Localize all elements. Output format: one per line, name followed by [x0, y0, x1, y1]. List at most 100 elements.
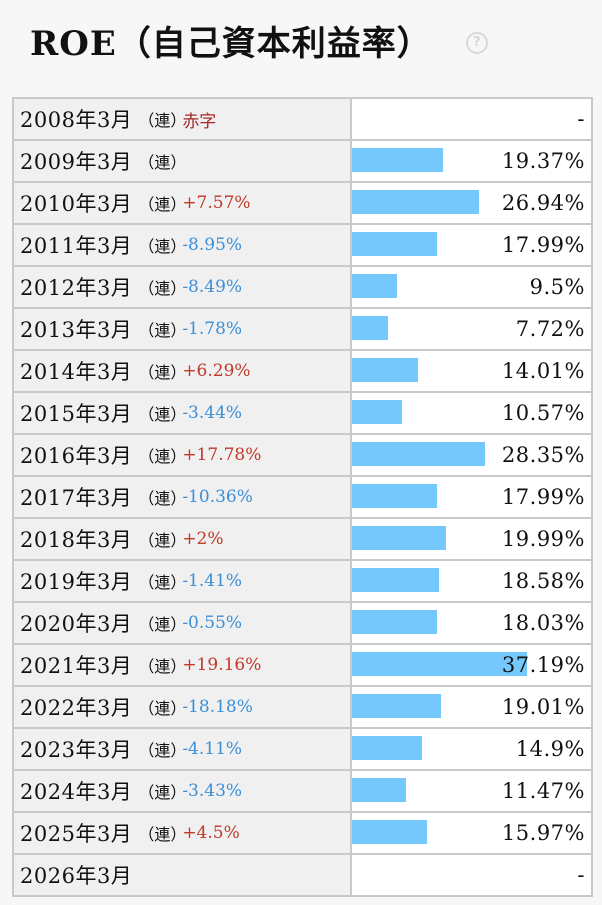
period-label-cell: 2014年3月 （連） +6.29% — [14, 351, 352, 391]
question-circle-icon[interactable]: ? — [465, 32, 488, 54]
change-label: -1.78% — [182, 319, 243, 339]
roe-value: 14.9% — [515, 737, 585, 761]
consolidated-label: （連） — [138, 657, 187, 676]
period-label: 2024年3月 — [20, 780, 133, 804]
roe-value: 7.72% — [515, 317, 585, 341]
period-label: 2026年3月 — [20, 864, 133, 888]
consolidated-label: （連） — [138, 573, 187, 592]
period-label-cell: 2019年3月 （連） -1.41% — [14, 561, 352, 601]
value-cell: 19.01% — [352, 687, 591, 727]
period-label-cell: 2026年3月 — [14, 855, 352, 895]
change-label: -4.11% — [182, 739, 243, 759]
roe-bar — [352, 736, 423, 760]
roe-bar — [352, 526, 447, 550]
period-label: 2009年3月 — [20, 150, 133, 174]
roe-value: 19.37% — [501, 149, 585, 173]
change-label: -3.44% — [182, 403, 243, 423]
roe-value: 10.57% — [501, 401, 585, 425]
roe-value: - — [577, 863, 585, 887]
change-label: +6.29% — [182, 361, 251, 381]
period-label: 2021年3月 — [20, 654, 133, 678]
roe-value: 15.97% — [501, 821, 585, 845]
table-row: 2021年3月 （連） +19.16% 37.19% — [14, 645, 591, 687]
change-label: +7.57% — [182, 193, 251, 213]
roe-value: 9.5% — [529, 275, 585, 299]
change-label: +4.5% — [182, 823, 240, 843]
roe-value: 17.99% — [501, 485, 585, 509]
roe-bar — [352, 190, 479, 214]
period-label-cell: 2022年3月 （連） -18.18% — [14, 687, 352, 727]
roe-value: 26.94% — [501, 191, 585, 215]
roe-value: 28.35% — [501, 443, 585, 467]
roe-bar — [352, 778, 406, 802]
value-cell: 18.03% — [352, 603, 591, 643]
consolidated-label: （連） — [138, 489, 187, 508]
period-label: 2019年3月 — [20, 570, 133, 594]
period-label-cell: 2017年3月 （連） -10.36% — [14, 477, 352, 517]
roe-bar — [352, 568, 440, 592]
value-cell: - — [352, 99, 591, 139]
roe-bar — [352, 148, 444, 172]
period-label-cell: 2020年3月 （連） -0.55% — [14, 603, 352, 643]
table-row: 2008年3月 （連） 赤字 - — [14, 99, 591, 141]
change-label: -0.55% — [182, 613, 243, 633]
roe-bar — [352, 694, 442, 718]
consolidated-label: （連） — [138, 111, 187, 130]
roe-value: 37.19% — [501, 653, 585, 677]
table-row: 2022年3月 （連） -18.18% 19.01% — [14, 687, 591, 729]
table-row: 2018年3月 （連） +2% 19.99% — [14, 519, 591, 561]
period-label: 2022年3月 — [20, 696, 133, 720]
period-label: 2012年3月 — [20, 276, 133, 300]
roe-value: 19.99% — [501, 527, 585, 551]
consolidated-label: （連） — [138, 279, 187, 298]
period-label: 2008年3月 — [20, 108, 133, 132]
consolidated-label: （連） — [138, 699, 187, 718]
table-row: 2009年3月 （連） 19.37% — [14, 141, 591, 183]
roe-value: 17.99% — [501, 233, 585, 257]
change-label: -8.49% — [182, 277, 243, 297]
table-row: 2019年3月 （連） -1.41% 18.58% — [14, 561, 591, 603]
table-row: 2024年3月 （連） -3.43% 11.47% — [14, 771, 591, 813]
value-cell: 17.99% — [352, 225, 591, 265]
roe-bar — [352, 316, 389, 340]
roe-bar — [352, 820, 428, 844]
consolidated-label: （連） — [138, 531, 187, 550]
change-label: -18.18% — [182, 697, 253, 717]
consolidated-label: （連） — [138, 363, 187, 382]
period-label-cell: 2008年3月 （連） 赤字 — [14, 99, 352, 139]
value-cell: 11.47% — [352, 771, 591, 811]
period-label: 2025年3月 — [20, 822, 133, 846]
change-label: -8.95% — [182, 235, 243, 255]
period-label: 2013年3月 — [20, 318, 133, 342]
roe-bar — [352, 274, 397, 298]
value-cell: 15.97% — [352, 813, 591, 853]
change-label: 赤字 — [182, 111, 217, 132]
consolidated-label: （連） — [138, 741, 187, 760]
table-row: 2020年3月 （連） -0.55% 18.03% — [14, 603, 591, 645]
value-cell: 28.35% — [352, 435, 591, 475]
table-row: 2010年3月 （連） +7.57% 26.94% — [14, 183, 591, 225]
roe-bar — [352, 610, 437, 634]
value-cell: 37.19% — [352, 645, 591, 685]
table-row: 2013年3月 （連） -1.78% 7.72% — [14, 309, 591, 351]
period-label-cell: 2011年3月 （連） -8.95% — [14, 225, 352, 265]
change-label: -10.36% — [182, 487, 253, 507]
change-label: +19.16% — [182, 655, 262, 675]
table-row: 2016年3月 （連） +17.78% 28.35% — [14, 435, 591, 477]
title-row: ROE（自己資本利益率） ? — [30, 10, 488, 70]
page-title: ROE（自己資本利益率） — [30, 23, 432, 64]
value-cell: 19.37% — [352, 141, 591, 181]
roe-bar — [352, 484, 437, 508]
value-cell: 19.99% — [352, 519, 591, 559]
change-label: +17.78% — [182, 445, 262, 465]
roe-value: - — [577, 107, 585, 131]
period-label: 2011年3月 — [20, 234, 133, 258]
value-cell: 14.9% — [352, 729, 591, 769]
consolidated-label: （連） — [138, 195, 187, 214]
period-label-cell: 2024年3月 （連） -3.43% — [14, 771, 352, 811]
table-row: 2017年3月 （連） -10.36% 17.99% — [14, 477, 591, 519]
value-cell: 18.58% — [352, 561, 591, 601]
period-label: 2010年3月 — [20, 192, 133, 216]
roe-table: 2008年3月 （連） 赤字 -2009年3月 （連） 19.37% 2010年3月 （連） +… — [12, 97, 593, 897]
period-label: 2015年3月 — [20, 402, 133, 426]
